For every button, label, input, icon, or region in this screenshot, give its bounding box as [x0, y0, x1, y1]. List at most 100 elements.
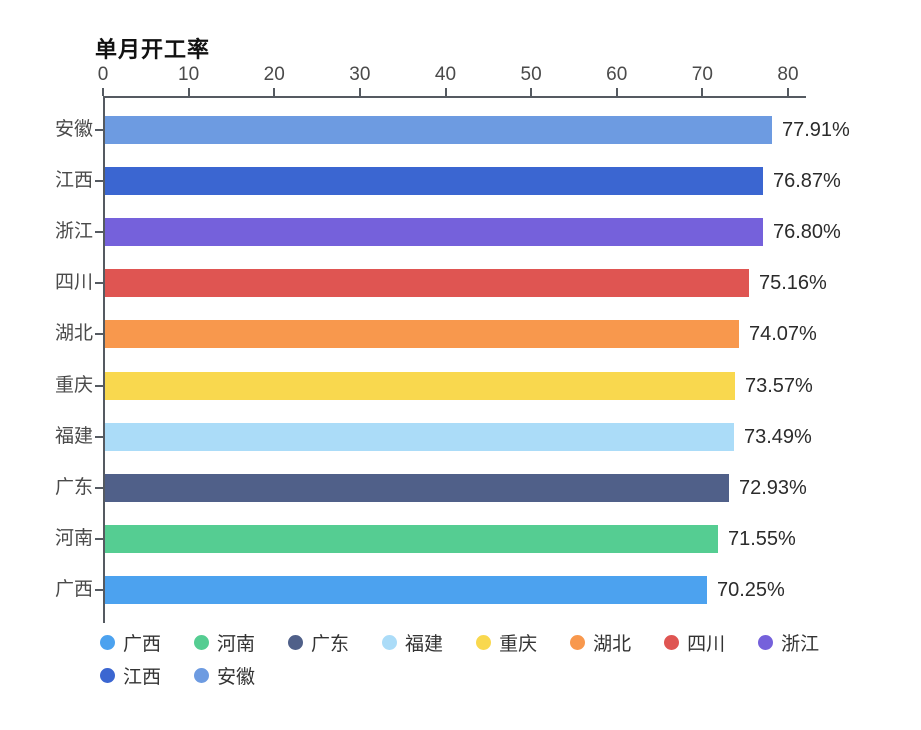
category-label: 广东 [54, 476, 93, 498]
legend-item-浙江[interactable]: 浙江 [758, 630, 820, 655]
bar-浙江[interactable] [105, 217, 763, 246]
bar-row: 四川 75.16% [0, 269, 921, 298]
legend-label: 江西 [123, 666, 162, 688]
category-label: 湖北 [54, 323, 93, 345]
bar-四川[interactable] [105, 269, 749, 298]
bar-row: 江西 76.87% [0, 166, 921, 195]
bar-row: 重庆 73.57% [0, 371, 921, 400]
bar-row: 河南 71.55% [0, 525, 921, 554]
bar-广东[interactable] [105, 473, 729, 502]
legend-item-江西[interactable]: 江西 [100, 663, 162, 688]
legend-swatch-icon [570, 634, 586, 650]
x-axis-tick-label: 60 [606, 64, 628, 85]
bar-row: 浙江 76.80% [0, 217, 921, 246]
bar-row: 福建 73.49% [0, 422, 921, 451]
value-label: 73.49% [744, 425, 812, 448]
category-label: 浙江 [54, 220, 93, 242]
category-label: 广西 [54, 579, 93, 601]
bar-安徽[interactable] [105, 115, 772, 144]
value-label: 73.57% [745, 374, 813, 397]
category-tick [95, 486, 103, 489]
legend-item-重庆[interactable]: 重庆 [476, 630, 538, 655]
category-tick [95, 230, 103, 233]
legend-swatch-icon [758, 634, 774, 650]
legend-swatch-icon [664, 634, 680, 650]
legend-label: 安徽 [217, 666, 256, 688]
chart-title: 单月开工率 [95, 37, 211, 62]
x-axis-tick [444, 88, 447, 96]
category-tick [95, 589, 103, 592]
category-label: 江西 [54, 169, 93, 191]
x-axis-line [103, 96, 806, 98]
category-tick [95, 538, 103, 541]
category-tick [95, 333, 103, 336]
x-axis-tick [615, 88, 618, 96]
legend-swatch-icon [476, 634, 492, 650]
value-label: 71.55% [728, 528, 796, 551]
value-label: 76.80% [773, 220, 841, 243]
y-axis-line [103, 96, 105, 623]
legend-swatch-icon [288, 634, 304, 650]
x-axis-tick [102, 88, 104, 96]
legend-item-广东[interactable]: 广东 [288, 630, 350, 655]
legend-label: 重庆 [499, 633, 538, 655]
x-axis-tick-label: 50 [520, 64, 542, 85]
legend-label: 湖北 [593, 633, 632, 655]
legend-item-四川[interactable]: 四川 [664, 630, 726, 655]
x-axis-tick-label: 30 [349, 64, 371, 85]
bar-row: 安徽 77.91% [0, 115, 921, 144]
legend-label: 四川 [687, 633, 726, 655]
value-label: 76.87% [773, 169, 841, 192]
category-tick [95, 128, 103, 131]
x-axis-tick [530, 88, 533, 96]
legend-swatch-icon [100, 634, 115, 650]
value-label: 72.93% [739, 476, 807, 499]
legend-item-安徽[interactable]: 安徽 [194, 663, 256, 688]
x-axis-tick [273, 88, 276, 96]
x-axis-tick-label: 40 [434, 64, 457, 85]
x-axis-tick [358, 88, 361, 96]
category-label: 重庆 [54, 374, 93, 396]
bar-广西[interactable] [105, 576, 707, 605]
legend-swatch-icon [100, 667, 115, 683]
value-label: 77.91% [782, 118, 850, 141]
legend-label: 河南 [217, 633, 256, 655]
legend-item-湖北[interactable]: 湖北 [570, 630, 632, 655]
category-label: 安徽 [54, 118, 93, 140]
bar-湖北[interactable] [105, 320, 739, 349]
legend-swatch-icon [194, 634, 210, 650]
legend-item-河南[interactable]: 河南 [194, 630, 256, 655]
bar-河南[interactable] [105, 525, 718, 554]
category-tick [95, 384, 103, 387]
value-label: 70.25% [717, 579, 785, 602]
category-label: 福建 [54, 425, 93, 447]
bar-福建[interactable] [105, 422, 734, 451]
legend: 广西 河南 广东 福建 重庆 湖北 四川 浙江江西 安徽 [100, 630, 890, 688]
x-axis-tick-label: 70 [691, 64, 713, 85]
category-tick [95, 282, 103, 285]
x-axis-tick-label: 10 [178, 64, 200, 85]
category-tick [95, 179, 103, 182]
x-axis-tick-label: 0 [97, 64, 109, 85]
legend-item-广西[interactable]: 广西 [100, 630, 162, 655]
legend-swatch-icon [194, 667, 210, 683]
x-axis-tick [701, 88, 704, 96]
category-label: 四川 [54, 272, 93, 294]
bar-row: 湖北 74.07% [0, 320, 921, 349]
bar-row: 广西 70.25% [0, 576, 921, 605]
legend-label: 福建 [405, 633, 444, 655]
bar-江西[interactable] [105, 166, 763, 195]
category-tick [95, 435, 103, 438]
legend-label: 广西 [123, 633, 162, 655]
legend-label: 浙江 [781, 633, 820, 655]
value-label: 75.16% [759, 272, 827, 295]
value-label: 74.07% [749, 323, 817, 346]
x-axis-tick [187, 88, 190, 96]
bar-重庆[interactable] [105, 371, 735, 400]
x-axis-tick [787, 88, 789, 96]
legend-label: 广东 [311, 633, 350, 655]
category-label: 河南 [54, 528, 93, 550]
legend-item-福建[interactable]: 福建 [382, 630, 444, 655]
x-axis-tick-label: 20 [263, 64, 285, 85]
